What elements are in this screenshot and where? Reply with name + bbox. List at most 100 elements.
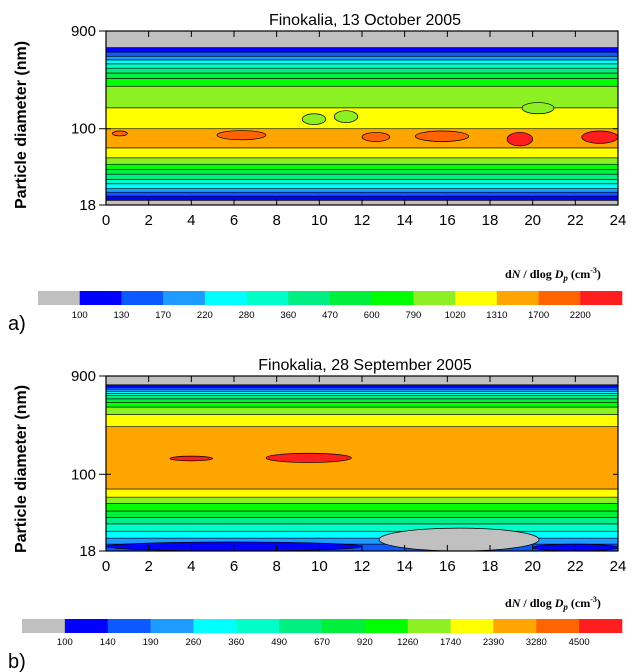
x-tick-label: 8 xyxy=(272,212,280,229)
contour-band xyxy=(105,384,619,388)
panel-b: Finokalia, 28 September 2005 Particle di… xyxy=(8,357,626,672)
contour-band xyxy=(105,179,619,185)
contour-patch xyxy=(216,130,267,141)
colorbar-level-label: 920 xyxy=(357,637,373,648)
colorbar-level-label: 3280 xyxy=(526,637,547,648)
y-axis-label: Particle diameter (nm) xyxy=(13,41,30,209)
contour-band xyxy=(105,406,619,415)
colorbar-level-label: 190 xyxy=(143,637,159,648)
contour-band xyxy=(105,496,619,504)
colorbar-swatch xyxy=(150,619,194,633)
colorbar-swatch xyxy=(330,291,373,305)
colorbar-swatch xyxy=(204,291,247,305)
colorbar-level-label: 1020 xyxy=(445,310,466,321)
x-tick-label: 2 xyxy=(144,558,152,575)
contour-band xyxy=(105,163,619,170)
colorbar-swatch xyxy=(364,619,409,633)
contour-band xyxy=(105,530,619,539)
colorbar-swatch xyxy=(536,619,580,633)
y-tick-label: 900 xyxy=(71,368,96,385)
colorbar-unit-label: dN / dlog Dp (cm-3) xyxy=(505,266,601,283)
x-tick-label: 20 xyxy=(524,212,541,229)
contour-band xyxy=(105,395,619,400)
x-tick-label: 22 xyxy=(567,558,584,575)
x-tick-label: 24 xyxy=(610,212,627,229)
contour-patch xyxy=(333,110,359,123)
contour-band xyxy=(105,510,619,518)
contour-band xyxy=(105,59,619,65)
colorbar-level-label: 1260 xyxy=(397,637,418,648)
colorbar-swatch xyxy=(236,619,280,633)
contour-band xyxy=(105,63,619,69)
svg-text:dN / dlog Dp (cm-3): dN / dlog Dp (cm-3) xyxy=(505,266,601,283)
colorbar: 100 130 170 220 280 360 470 600 790 1020 1310 1700 2… xyxy=(38,291,623,321)
colorbar-level-label: 100 xyxy=(57,637,73,648)
contour-patch xyxy=(301,113,327,125)
colorbar-swatch xyxy=(246,291,289,305)
x-tick-label: 24 xyxy=(610,558,627,575)
contour-band xyxy=(105,157,619,165)
x-tick-label: 20 xyxy=(524,558,541,575)
contour-band xyxy=(105,388,619,392)
contour-band xyxy=(105,517,619,525)
colorbar-level-label: 470 xyxy=(322,310,338,321)
colorbar-swatch xyxy=(22,619,66,633)
x-tick-label: 12 xyxy=(354,558,371,575)
contour-band xyxy=(105,51,619,57)
contour-patch xyxy=(112,130,128,137)
colorbar: 100 140 190 260 360 490 670 920 1260 1740 2390 3280… xyxy=(22,619,623,648)
contour-band xyxy=(105,173,619,180)
colorbar-level-label: 1740 xyxy=(440,637,461,648)
contour-patch xyxy=(581,130,619,144)
colorbar-level-label: 600 xyxy=(364,310,380,321)
colorbar-swatch xyxy=(493,619,537,633)
contour-band xyxy=(105,47,619,53)
colorbar-swatch xyxy=(288,291,331,305)
contour-band xyxy=(105,72,619,79)
colorbar-swatch xyxy=(107,619,151,633)
colorbar-level-label: 360 xyxy=(280,310,296,321)
colorbar-level-label: 280 xyxy=(239,310,255,321)
contour-band xyxy=(105,183,619,189)
contour-band xyxy=(105,401,619,408)
contour-patch xyxy=(378,527,540,552)
contour-plot xyxy=(105,30,619,206)
colorbar-swatch xyxy=(193,619,237,633)
y-axis-label: Particle diameter (nm) xyxy=(13,385,30,553)
colorbar-swatch xyxy=(163,291,206,305)
colorbar-swatch xyxy=(538,291,581,305)
contour-patch xyxy=(506,132,534,147)
x-tick-label: 4 xyxy=(187,558,195,575)
y-tick-label: 100 xyxy=(71,466,96,483)
contour-patch xyxy=(414,130,470,142)
colorbar-swatch xyxy=(407,619,451,633)
colorbar-level-label: 790 xyxy=(405,310,421,321)
colorbar-swatch xyxy=(279,619,323,633)
x-tick-label: 12 xyxy=(354,212,371,229)
y-tick-label: 900 xyxy=(71,23,96,40)
contour-band xyxy=(105,78,619,87)
x-tick-label: 14 xyxy=(396,212,413,229)
colorbar-level-label: 670 xyxy=(314,637,330,648)
colorbar-level-label: 170 xyxy=(155,310,171,321)
contour-patch xyxy=(361,132,391,142)
colorbar-swatch xyxy=(496,291,539,305)
panel-label: a) xyxy=(8,313,26,335)
x-tick-label: 2 xyxy=(144,212,152,229)
colorbar-swatch xyxy=(322,619,366,633)
svg-text:dN / dlog Dp (cm-3): dN / dlog Dp (cm-3) xyxy=(505,595,601,612)
colorbar-swatch xyxy=(455,291,498,305)
y-tick-label: 18 xyxy=(79,543,96,560)
y-tick-label: 18 xyxy=(79,197,96,214)
contour-band xyxy=(105,188,619,193)
colorbar-level-label: 4500 xyxy=(569,637,590,648)
contour-band xyxy=(105,398,619,403)
colorbar-level-label: 2390 xyxy=(483,637,504,648)
contour-band xyxy=(105,169,619,175)
x-tick-label: 18 xyxy=(482,558,499,575)
colorbar-swatch xyxy=(450,619,494,633)
colorbar-level-label: 220 xyxy=(197,310,213,321)
contour-band xyxy=(105,390,619,394)
